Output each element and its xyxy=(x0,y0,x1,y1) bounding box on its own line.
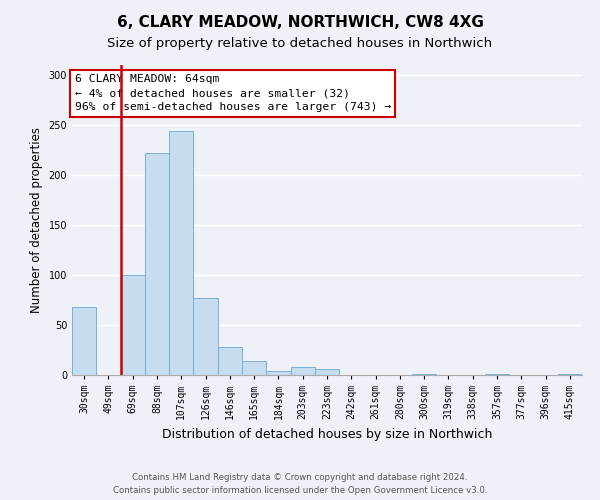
Text: 6, CLARY MEADOW, NORTHWICH, CW8 4XG: 6, CLARY MEADOW, NORTHWICH, CW8 4XG xyxy=(116,15,484,30)
Bar xyxy=(412,374,436,375)
Text: Contains HM Land Registry data © Crown copyright and database right 2024.
Contai: Contains HM Land Registry data © Crown c… xyxy=(113,473,487,495)
Bar xyxy=(145,153,169,375)
Bar xyxy=(242,361,266,375)
Y-axis label: Number of detached properties: Number of detached properties xyxy=(30,127,43,313)
X-axis label: Distribution of detached houses by size in Northwich: Distribution of detached houses by size … xyxy=(162,428,492,440)
Text: Size of property relative to detached houses in Northwich: Size of property relative to detached ho… xyxy=(107,38,493,51)
Bar xyxy=(72,307,96,375)
Bar xyxy=(193,298,218,375)
Bar xyxy=(485,374,509,375)
Bar xyxy=(558,374,582,375)
Bar xyxy=(169,131,193,375)
Bar xyxy=(121,275,145,375)
Bar xyxy=(315,369,339,375)
Bar xyxy=(218,347,242,375)
Bar xyxy=(266,371,290,375)
Bar xyxy=(290,367,315,375)
Text: 6 CLARY MEADOW: 64sqm
← 4% of detached houses are smaller (32)
96% of semi-detac: 6 CLARY MEADOW: 64sqm ← 4% of detached h… xyxy=(74,74,391,112)
